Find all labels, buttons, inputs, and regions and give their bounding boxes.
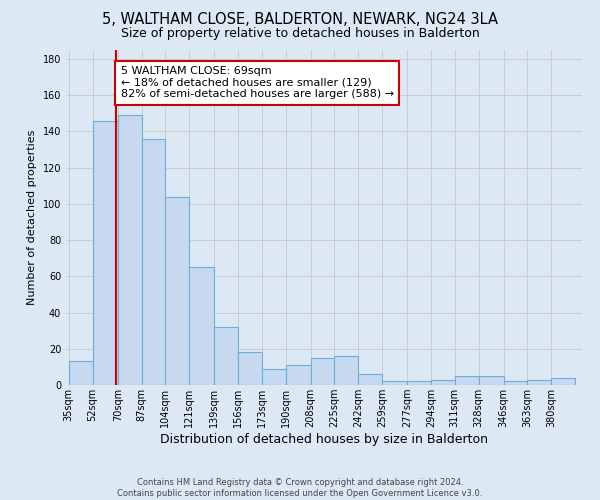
- Bar: [214, 327, 238, 385]
- Bar: [334, 356, 358, 385]
- Text: Contains HM Land Registry data © Crown copyright and database right 2024.
Contai: Contains HM Land Registry data © Crown c…: [118, 478, 482, 498]
- X-axis label: Distribution of detached houses by size in Balderton: Distribution of detached houses by size …: [160, 433, 488, 446]
- Bar: [262, 368, 286, 385]
- Bar: [142, 138, 165, 385]
- Bar: [431, 380, 455, 385]
- Bar: [455, 376, 479, 385]
- Bar: [382, 382, 407, 385]
- Text: 5, WALTHAM CLOSE, BALDERTON, NEWARK, NG24 3LA: 5, WALTHAM CLOSE, BALDERTON, NEWARK, NG2…: [102, 12, 498, 28]
- Bar: [479, 376, 503, 385]
- Bar: [358, 374, 382, 385]
- Bar: [118, 115, 142, 385]
- Text: Size of property relative to detached houses in Balderton: Size of property relative to detached ho…: [121, 28, 479, 40]
- Bar: [527, 380, 551, 385]
- Bar: [238, 352, 262, 385]
- Bar: [92, 120, 118, 385]
- Y-axis label: Number of detached properties: Number of detached properties: [27, 130, 37, 305]
- Bar: [286, 365, 311, 385]
- Bar: [189, 268, 214, 385]
- Bar: [407, 382, 431, 385]
- Bar: [503, 382, 527, 385]
- Bar: [69, 362, 92, 385]
- Bar: [311, 358, 334, 385]
- Bar: [165, 196, 189, 385]
- Bar: [551, 378, 575, 385]
- Text: 5 WALTHAM CLOSE: 69sqm
← 18% of detached houses are smaller (129)
82% of semi-de: 5 WALTHAM CLOSE: 69sqm ← 18% of detached…: [121, 66, 394, 100]
